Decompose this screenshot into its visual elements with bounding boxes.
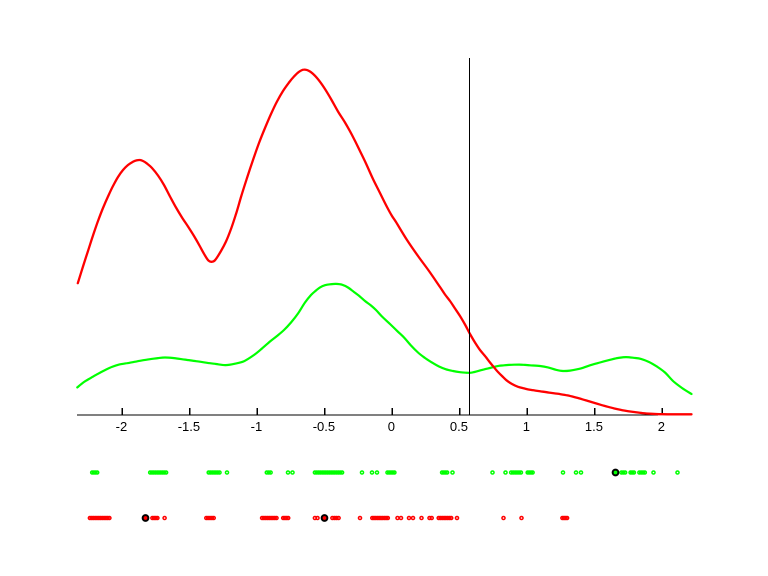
svg-text:-1.5: -1.5	[178, 419, 200, 434]
svg-text:1.5: 1.5	[585, 419, 603, 434]
svg-text:2: 2	[658, 419, 665, 434]
svg-text:-2: -2	[116, 419, 128, 434]
svg-text:1: 1	[523, 419, 530, 434]
svg-text:-0.5: -0.5	[313, 419, 335, 434]
svg-text:0: 0	[388, 419, 395, 434]
svg-text:0.5: 0.5	[450, 419, 468, 434]
svg-text:-1: -1	[251, 419, 263, 434]
